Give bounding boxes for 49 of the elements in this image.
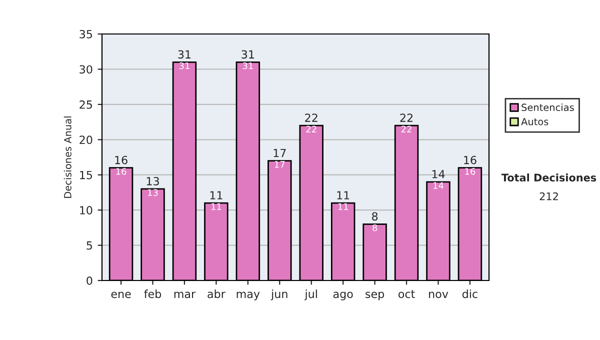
total-label: 31 <box>178 50 191 59</box>
x-tick-label: sep <box>366 292 384 300</box>
data-label: 11 <box>211 203 222 210</box>
total-label: 22 <box>400 114 412 122</box>
x-tick-label: jun <box>270 290 288 300</box>
total-label: 22 <box>305 114 318 122</box>
x-tick-label: may <box>236 292 260 300</box>
y-tick-label: 20 <box>80 136 92 144</box>
data-label: 14 <box>433 182 444 189</box>
data-label: 22 <box>401 126 412 132</box>
y-axis-title: Decisiones Anual <box>64 116 72 198</box>
data-label: 13 <box>148 189 158 196</box>
x-tick-label: ago <box>333 292 353 300</box>
y-tick-label: 0 <box>86 276 92 285</box>
y-tick-label: 10 <box>80 206 92 214</box>
x-tick-label: nov <box>429 292 448 298</box>
y-tick-label: 5 <box>86 241 92 250</box>
data-label: 8 <box>372 224 378 232</box>
y-tick-label: 25 <box>80 100 92 109</box>
data-label: 11 <box>338 203 348 210</box>
data-label: 16 <box>465 168 476 175</box>
x-tick-label: mar <box>174 292 196 298</box>
total-label: 17 <box>274 148 286 158</box>
total-label: 16 <box>464 156 476 164</box>
text: 212 <box>540 192 558 200</box>
y-tick-label: 15 <box>80 170 92 180</box>
data-label: 16 <box>116 168 126 175</box>
data-label: 22 <box>306 126 316 132</box>
total-label: 13 <box>146 176 159 186</box>
data-label: 31 <box>179 62 190 70</box>
x-tick-label: feb <box>144 290 162 298</box>
total-label: 8 <box>372 212 378 221</box>
total-label: 11 <box>210 191 222 200</box>
data-label: 17 <box>274 161 285 168</box>
x-tick-label: jul <box>304 290 317 300</box>
y-tick-label: 30 <box>80 65 92 74</box>
data-label: 31 <box>242 62 253 70</box>
total-label: 31 <box>242 50 254 59</box>
x-tick-label: oct <box>398 290 415 298</box>
total-label: 14 <box>432 170 445 178</box>
legend-label: Sentencias <box>522 104 574 112</box>
total-label: 16 <box>115 156 128 164</box>
x-tick-label: dic <box>462 290 478 298</box>
text: Total Decisiones <box>501 173 596 182</box>
legend-label: Autos <box>521 118 548 126</box>
x-tick-label: abr <box>208 290 226 298</box>
total-label: 11 <box>337 191 350 200</box>
x-tick-label: ene <box>111 292 131 298</box>
y-tick-label: 35 <box>80 30 92 38</box>
